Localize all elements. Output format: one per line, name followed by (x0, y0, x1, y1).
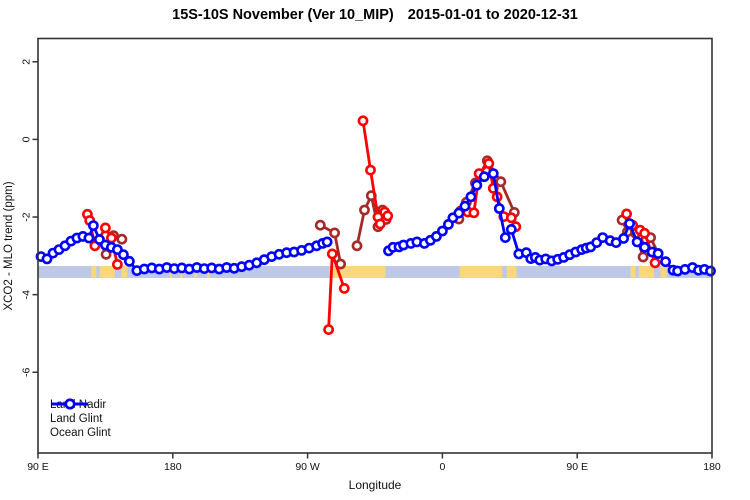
y-tick-label: -4 (21, 290, 33, 299)
data-point (83, 232, 95, 244)
data-point (338, 282, 350, 294)
data-point (639, 241, 650, 253)
legend-label: Land Glint (50, 413, 103, 426)
data-point (471, 179, 483, 191)
data-point (631, 236, 643, 248)
data-point (660, 256, 671, 268)
data-point (493, 203, 505, 214)
data-point (326, 248, 338, 260)
x-axis-title: Longitude (349, 478, 402, 492)
data-point (639, 227, 650, 239)
data-point (705, 265, 716, 277)
data-point (374, 218, 386, 230)
legend-marker-ocean-glint (52, 398, 88, 410)
plot-title: 15S-10S November (Ver 10_MIP) 2015-01-01 … (0, 7, 750, 23)
data-point (468, 207, 480, 219)
data-point (314, 219, 326, 231)
surface-band-land (459, 265, 503, 278)
series-land-glint (82, 115, 661, 335)
surface-band-land (99, 265, 115, 278)
y-tick-label: 2 (20, 59, 32, 65)
data-point (453, 207, 465, 219)
data-point (610, 237, 622, 248)
data-point (100, 222, 111, 234)
data-point (436, 225, 448, 237)
data-point (118, 249, 129, 261)
surface-band-land (660, 265, 667, 278)
data-point (41, 253, 53, 265)
data-point (505, 212, 517, 224)
y-tick-label: 0 (21, 136, 33, 142)
x-tick-label: 180 (164, 461, 182, 473)
surface-band-land (630, 265, 636, 278)
surface-band-land (638, 265, 654, 278)
data-point (329, 227, 340, 239)
data-point (459, 200, 471, 212)
data-point (649, 257, 661, 269)
x-tick-label: 0 (439, 461, 445, 473)
plot-title-daterange: 2015-01-01 to 2020-12-31 (407, 7, 578, 23)
data-point (483, 158, 495, 169)
data-point (624, 218, 635, 229)
data-point (618, 232, 629, 244)
legend-item-land-glint: Land Glint (50, 398, 111, 426)
data-point (505, 223, 517, 235)
data-point (499, 232, 511, 243)
legend-label: Ocean Glint (50, 427, 111, 440)
x-tick-label: 180 (703, 461, 721, 473)
legend: Land Nadir Land Glint Ocean Glint (50, 398, 111, 440)
series-ocean-glint (35, 168, 716, 277)
data-point (478, 171, 490, 183)
legend-item-ocean-glint: Ocean Glint (50, 398, 111, 440)
data-point (112, 258, 123, 270)
x-tick-label: 90 W (295, 461, 320, 473)
data-point (351, 240, 363, 252)
surface-band-land (91, 265, 97, 278)
data-point (365, 164, 376, 176)
data-point (621, 208, 632, 220)
y-axis-title: XCO2 - MLO trend (ppm) (3, 181, 15, 310)
data-point (465, 191, 477, 203)
x-tick-label: 90 E (27, 461, 49, 473)
plot-title-region: 15S-10S November (Ver 10_MIP) (172, 7, 394, 23)
data-point (88, 220, 99, 231)
data-point (123, 255, 135, 267)
data-point (359, 204, 370, 216)
data-point (357, 115, 369, 127)
y-tick-label: -6 (21, 367, 33, 376)
data-point (116, 233, 128, 245)
x-tick-label: 90 E (566, 461, 588, 473)
data-point (321, 236, 333, 248)
data-point (487, 168, 499, 179)
data-point (323, 324, 334, 335)
surface-band-land (121, 265, 128, 278)
y-tick-label: -2 (21, 212, 33, 221)
data-point (652, 248, 664, 259)
plot-box (37, 37, 713, 454)
surface-band-land (506, 265, 517, 278)
data-point (382, 210, 394, 222)
surface-band-land (329, 265, 386, 278)
data-point (637, 251, 649, 263)
data-point (495, 176, 507, 188)
